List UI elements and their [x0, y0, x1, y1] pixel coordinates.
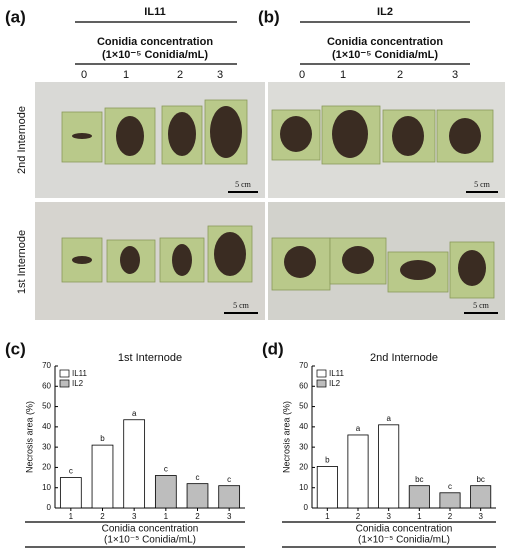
bar-annotation: a: [356, 424, 361, 433]
bar: [218, 485, 241, 509]
y-tick-label: 70: [42, 361, 51, 370]
dose-label: 3: [452, 69, 458, 81]
bar: [470, 485, 492, 509]
x-tick-label: 1: [164, 512, 169, 521]
x-axis-label: Conidia concentration: [356, 524, 453, 535]
scale-label: 5 cm: [235, 180, 252, 189]
y-tick-label: 50: [299, 402, 308, 411]
y-tick-label: 20: [299, 463, 308, 472]
x-tick-label: 2: [195, 512, 200, 521]
legend-label: IL2: [72, 379, 84, 388]
legend-swatch: [316, 379, 327, 388]
x-tick-label: 2: [448, 512, 453, 521]
conc-title: Conidia concentration: [327, 36, 443, 48]
conc-unit: (1×10⁻⁵ Conidia/mL): [332, 49, 438, 61]
bar: [59, 477, 82, 509]
row-label: 2nd Internode: [16, 106, 28, 174]
x-axis-label: (1×10⁻⁵ Conidia/mL): [104, 535, 196, 546]
y-tick-label: 0: [47, 503, 52, 512]
legend-swatch: [59, 369, 70, 378]
dose-label: 0: [81, 69, 87, 81]
bar-annotation: b: [100, 434, 105, 443]
dose-label: 1: [123, 69, 129, 81]
bar: [91, 444, 114, 509]
y-tick-label: 60: [42, 381, 51, 390]
x-tick-label: 3: [386, 512, 391, 521]
y-tick-label: 30: [42, 442, 51, 451]
x-tick-label: 3: [132, 512, 137, 521]
panel-label: (b): [258, 7, 280, 26]
y-tick-label: 30: [299, 442, 308, 451]
bar: [316, 466, 338, 509]
x-axis-label: (1×10⁻⁵ Conidia/mL): [358, 535, 450, 546]
scale-bar: [224, 191, 498, 314]
y-tick-label: 40: [42, 422, 51, 431]
x-tick-label: 2: [356, 512, 361, 521]
scale-label: 5 cm: [474, 180, 491, 189]
dose-label: 1: [340, 69, 346, 81]
x-tick-label: 3: [478, 512, 483, 521]
legend-swatch: [59, 379, 70, 388]
y-tick-label: 10: [299, 483, 308, 492]
y-tick-label: 20: [42, 463, 51, 472]
y-tick-label: 60: [299, 381, 308, 390]
lesions: [72, 106, 486, 286]
panel-label: (d): [262, 339, 284, 358]
y-tick-label: 0: [304, 503, 309, 512]
y-tick-label: 70: [299, 361, 308, 370]
dose-label: 0: [299, 69, 305, 81]
bar-annotation: b: [325, 456, 330, 465]
panel-label: (c): [5, 339, 26, 358]
x-tick-label: 1: [325, 512, 330, 521]
bar: [186, 483, 209, 509]
bar-annotation: bc: [476, 475, 484, 484]
bar-annotation: c: [448, 482, 452, 491]
legend-label: IL11: [329, 369, 345, 378]
x-tick-label: 3: [227, 512, 232, 521]
y-tick-label: 50: [42, 402, 51, 411]
x-tick-label: 1: [417, 512, 422, 521]
legend-label: IL11: [72, 369, 88, 378]
bar-annotation: c: [164, 465, 168, 474]
chart-title: 2nd Internode: [370, 352, 438, 364]
bar: [123, 419, 146, 509]
bar: [408, 485, 430, 509]
x-tick-label: 1: [69, 512, 74, 521]
scale-label: 5 cm: [473, 301, 490, 310]
panel-label: (a): [5, 7, 26, 26]
conc-unit: (1×10⁻⁵ Conidia/mL): [102, 49, 208, 61]
bar-annotation: a: [132, 409, 137, 418]
bar: [347, 434, 369, 509]
x-axis-label: Conidia concentration: [102, 524, 199, 535]
y-axis-label: Necrosis area (%): [24, 401, 34, 473]
y-axis-label: Necrosis area (%): [281, 401, 291, 473]
bar: [439, 492, 461, 509]
x-tick-label: 2: [100, 512, 105, 521]
dose-label: 2: [177, 69, 183, 81]
conc-title: Conidia concentration: [97, 36, 213, 48]
scale-label: 5 cm: [233, 301, 250, 310]
legend-swatch: [316, 369, 327, 378]
bar-annotation: c: [196, 473, 200, 482]
y-tick-label: 10: [42, 483, 51, 492]
line-name: IL11: [144, 6, 165, 18]
line-name: IL2: [377, 6, 393, 18]
bar: [154, 475, 177, 509]
dose-label: 3: [217, 69, 223, 81]
bar-annotation: a: [386, 414, 391, 423]
dose-label: 2: [397, 69, 403, 81]
bar-annotation: bc: [415, 475, 423, 484]
row-label: 1st Internode: [16, 230, 28, 294]
y-tick-label: 40: [299, 422, 308, 431]
chart-title: 1st Internode: [118, 352, 182, 364]
bar-annotation: c: [69, 467, 73, 476]
bar-annotation: c: [227, 475, 231, 484]
bar: [378, 424, 400, 509]
legend-label: IL2: [329, 379, 341, 388]
